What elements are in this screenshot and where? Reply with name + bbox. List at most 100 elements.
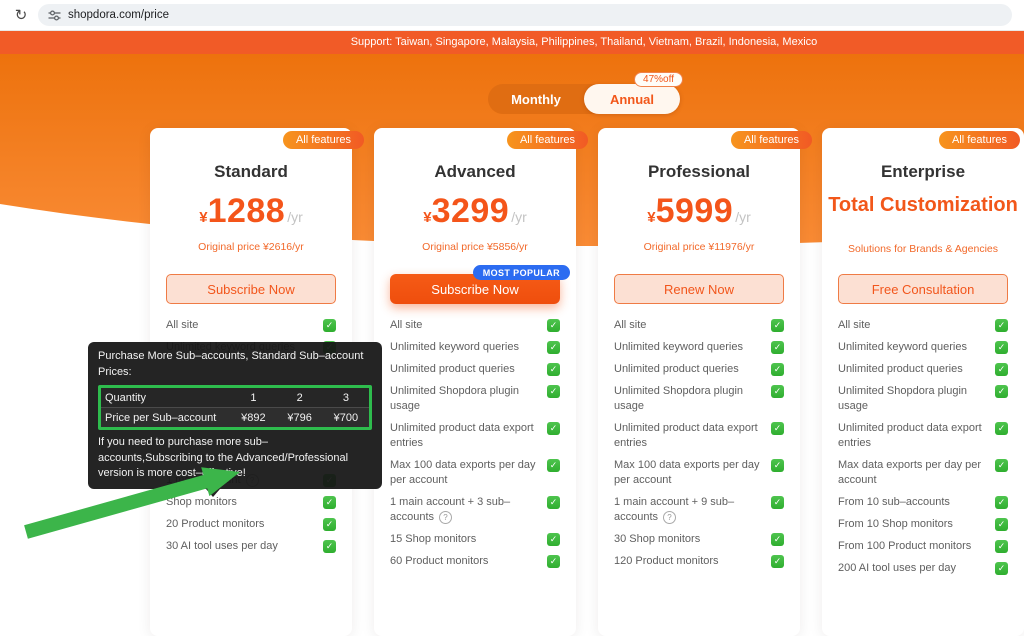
feature-row: All site ✓ xyxy=(614,318,784,333)
feature-label: Unlimited product data export entries xyxy=(614,422,758,449)
check-icon: ✓ xyxy=(547,422,560,435)
table-cell: ¥796 xyxy=(287,411,312,424)
check-icon: ✓ xyxy=(995,459,1008,472)
check-icon: ✓ xyxy=(771,319,784,332)
table-cell: ¥892 xyxy=(241,411,266,424)
all-features-ribbon: All features xyxy=(506,131,588,149)
feature-row: Unlimited product queries ✓ xyxy=(838,362,1008,377)
feature-label: 120 Product monitors xyxy=(614,555,719,567)
cta-wrap: Subscribe Now xyxy=(150,274,352,304)
feature-row: 15 Shop monitors ✓ xyxy=(390,532,560,547)
reload-icon[interactable]: ↻ xyxy=(14,7,28,24)
card-title: Professional xyxy=(647,162,751,181)
feature-row: 1 main account + 9 sub–accounts? ✓ xyxy=(614,495,784,525)
cta-button[interactable]: Free Consultation xyxy=(838,274,1008,304)
feature-label: From 10 sub–accounts xyxy=(838,496,950,508)
table-row: Quantity 1 2 3 xyxy=(101,388,369,407)
feature-label: Max data exports per day per account xyxy=(838,459,982,486)
feature-row: Unlimited Shopdora plugin usage ✓ xyxy=(838,384,1008,414)
most-popular-badge: MOST POPULAR xyxy=(472,265,570,280)
check-icon: ✓ xyxy=(547,319,560,332)
currency-symbol: ¥ xyxy=(423,209,432,226)
check-icon: ✓ xyxy=(995,540,1008,553)
help-icon[interactable]: ? xyxy=(663,511,677,524)
card-title: Advanced xyxy=(434,162,516,181)
url-text: shopdora.com/price xyxy=(68,9,169,21)
feature-label: All site xyxy=(166,319,199,331)
card-subtitle: Total Customization xyxy=(828,194,1018,216)
check-icon: ✓ xyxy=(995,562,1008,575)
price-period: /yr xyxy=(511,209,527,225)
feature-row: 30 Shop monitors ✓ xyxy=(614,532,784,547)
feature-row: From 100 Product monitors ✓ xyxy=(838,539,1008,554)
feature-row: 30 AI tool uses per day ✓ xyxy=(166,539,336,554)
check-icon: ✓ xyxy=(771,422,784,435)
price-period: /yr xyxy=(287,209,303,225)
table-cell: 1 xyxy=(250,391,257,404)
check-icon: ✓ xyxy=(547,555,560,568)
pricing-card: All features Professional ¥ 5999 /yr Ori… xyxy=(598,128,812,636)
check-icon: ✓ xyxy=(771,555,784,568)
feature-row: Max data exports per day per account ✓ xyxy=(838,458,1008,488)
currency-symbol: ¥ xyxy=(647,209,656,226)
currency-symbol: ¥ xyxy=(199,209,208,226)
feature-label: 1 main account + 3 sub–accounts? xyxy=(390,496,511,524)
check-icon: ✓ xyxy=(995,319,1008,332)
feature-label: Unlimited keyword queries xyxy=(838,341,967,353)
feature-label: Max 100 data exports per day per account xyxy=(390,459,536,486)
feature-label: Unlimited keyword queries xyxy=(390,341,519,353)
price-line: ¥ 3299 /yr xyxy=(374,192,576,231)
feature-row: Unlimited product data export entries ✓ xyxy=(838,421,1008,451)
card-tagline: Solutions for Brands & Agencies xyxy=(847,243,998,255)
browser-bar: ↻ shopdora.com/price xyxy=(0,0,1024,31)
feature-label: From 100 Product monitors xyxy=(838,540,972,552)
cta-wrap: MOST POPULAR Subscribe Now xyxy=(374,265,576,304)
tooltip-caret xyxy=(206,488,220,497)
feature-row: Unlimited product queries ✓ xyxy=(390,362,560,377)
feature-label: All site xyxy=(838,319,871,331)
feature-row: Unlimited Shopdora plugin usage ✓ xyxy=(390,384,560,414)
check-icon: ✓ xyxy=(323,518,336,531)
feature-list: All site ✓ Unlimited keyword queries ✓ Unlim… xyxy=(598,318,800,569)
tune-icon xyxy=(48,9,61,21)
price-amount: 3299 xyxy=(431,192,510,230)
table-cell: ¥700 xyxy=(333,411,359,424)
feature-label: Unlimited keyword queries xyxy=(614,341,743,353)
feature-row: From 10 Shop monitors ✓ xyxy=(838,517,1008,532)
feature-label: Max 100 data exports per day per account xyxy=(614,459,760,486)
feature-row: Unlimited product queries ✓ xyxy=(614,362,784,377)
help-icon[interactable]: ? xyxy=(439,511,453,524)
feature-row: Unlimited product data export entries ✓ xyxy=(390,421,560,451)
discount-badge: 47%off xyxy=(634,72,683,87)
check-icon: ✓ xyxy=(547,385,560,398)
check-icon: ✓ xyxy=(771,459,784,472)
check-icon: ✓ xyxy=(995,422,1008,435)
all-features-ribbon: All features xyxy=(938,131,1020,149)
feature-row: 60 Product monitors ✓ xyxy=(390,554,560,569)
tab-monthly[interactable]: Monthly xyxy=(511,91,561,107)
feature-row: Max 100 data exports per day per account… xyxy=(614,458,784,488)
feature-list: All site ✓ Unlimited keyword queries ✓ Unlim… xyxy=(822,318,1024,576)
feature-label: 200 AI tool uses per day xyxy=(838,562,957,574)
cta-button[interactable]: Subscribe Now xyxy=(166,274,336,304)
feature-label: Unlimited product queries xyxy=(838,363,963,375)
cta-button[interactable]: Renew Now xyxy=(614,274,784,304)
feature-label: From 10 Shop monitors xyxy=(838,518,953,530)
table-cell: 2 xyxy=(296,391,303,404)
all-features-ribbon: All features xyxy=(282,131,364,149)
feature-row: Shop monitors ✓ xyxy=(166,495,336,510)
feature-label: Shop monitors xyxy=(166,496,237,508)
card-title: Standard xyxy=(214,162,288,181)
card-head: Enterprise Total Customization Solutions… xyxy=(822,128,1024,274)
feature-label: Unlimited product data export entries xyxy=(838,422,982,449)
address-bar[interactable]: shopdora.com/price xyxy=(38,4,1012,26)
table-cell: 3 xyxy=(342,391,349,404)
check-icon: ✓ xyxy=(995,518,1008,531)
check-icon: ✓ xyxy=(547,363,560,376)
tab-annual[interactable]: Annual xyxy=(584,84,680,114)
check-icon: ✓ xyxy=(995,341,1008,354)
price-line: ¥ 1288 /yr xyxy=(150,192,352,231)
feature-label: 30 Shop monitors xyxy=(614,533,701,545)
feature-row: 120 Product monitors ✓ xyxy=(614,554,784,569)
feature-label: All site xyxy=(390,319,423,331)
